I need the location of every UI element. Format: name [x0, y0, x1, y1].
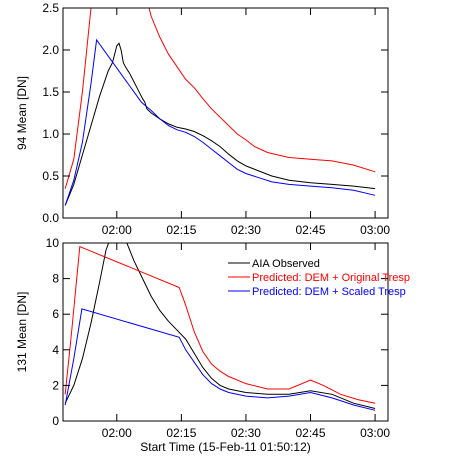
series-line — [64, 8, 376, 189]
plot-frame — [62, 242, 389, 422]
x-tick-label: 03:00 — [360, 426, 390, 440]
series-line — [64, 243, 376, 409]
x-tick-label: 02:30 — [231, 426, 261, 440]
y-tick-label: 2.5 — [42, 1, 59, 15]
x-tick-label: 02:30 — [231, 223, 261, 237]
x-tick-label: 03:00 — [360, 223, 390, 237]
y-tick-label: 1.0 — [42, 127, 59, 141]
y-tick-label: 0 — [52, 414, 59, 428]
y-tick-label: 0.5 — [42, 169, 59, 183]
series-line — [64, 308, 376, 411]
y-axis-label: 131 Mean [DN] — [15, 292, 29, 373]
x-tick-label: 02:00 — [102, 223, 132, 237]
y-tick-label: 1.5 — [42, 85, 59, 99]
x-tick-label: 02:00 — [102, 426, 132, 440]
y-tick-label: 2.0 — [42, 43, 59, 57]
y-axis-label: 94 Mean [DN] — [15, 76, 29, 150]
legend-label: Predicted: DEM + Scaled Tresp — [252, 286, 406, 298]
y-tick-label: 4 — [52, 343, 59, 357]
y-tick-label: 10 — [46, 236, 60, 250]
y-tick-label: 8 — [52, 272, 59, 286]
series-line — [64, 42, 376, 206]
x-tick-label: 02:15 — [166, 426, 196, 440]
x-tick-label: 02:15 — [166, 223, 196, 237]
legend-label: AIA Observed — [252, 258, 320, 270]
series-line — [64, 245, 376, 404]
x-tick-label: 02:45 — [296, 426, 326, 440]
y-tick-label: 2 — [52, 378, 59, 392]
y-tick-label: 0.0 — [42, 211, 59, 225]
x-axis-label: Start Time (15-Feb-11 01:50:12) — [140, 440, 311, 454]
y-tick-label: 6 — [52, 307, 59, 321]
series-line — [64, 38, 376, 206]
plot-frame — [62, 7, 389, 219]
x-tick-label: 02:45 — [296, 223, 326, 237]
legend-label: Predicted: DEM + Original Tresp — [252, 272, 410, 284]
